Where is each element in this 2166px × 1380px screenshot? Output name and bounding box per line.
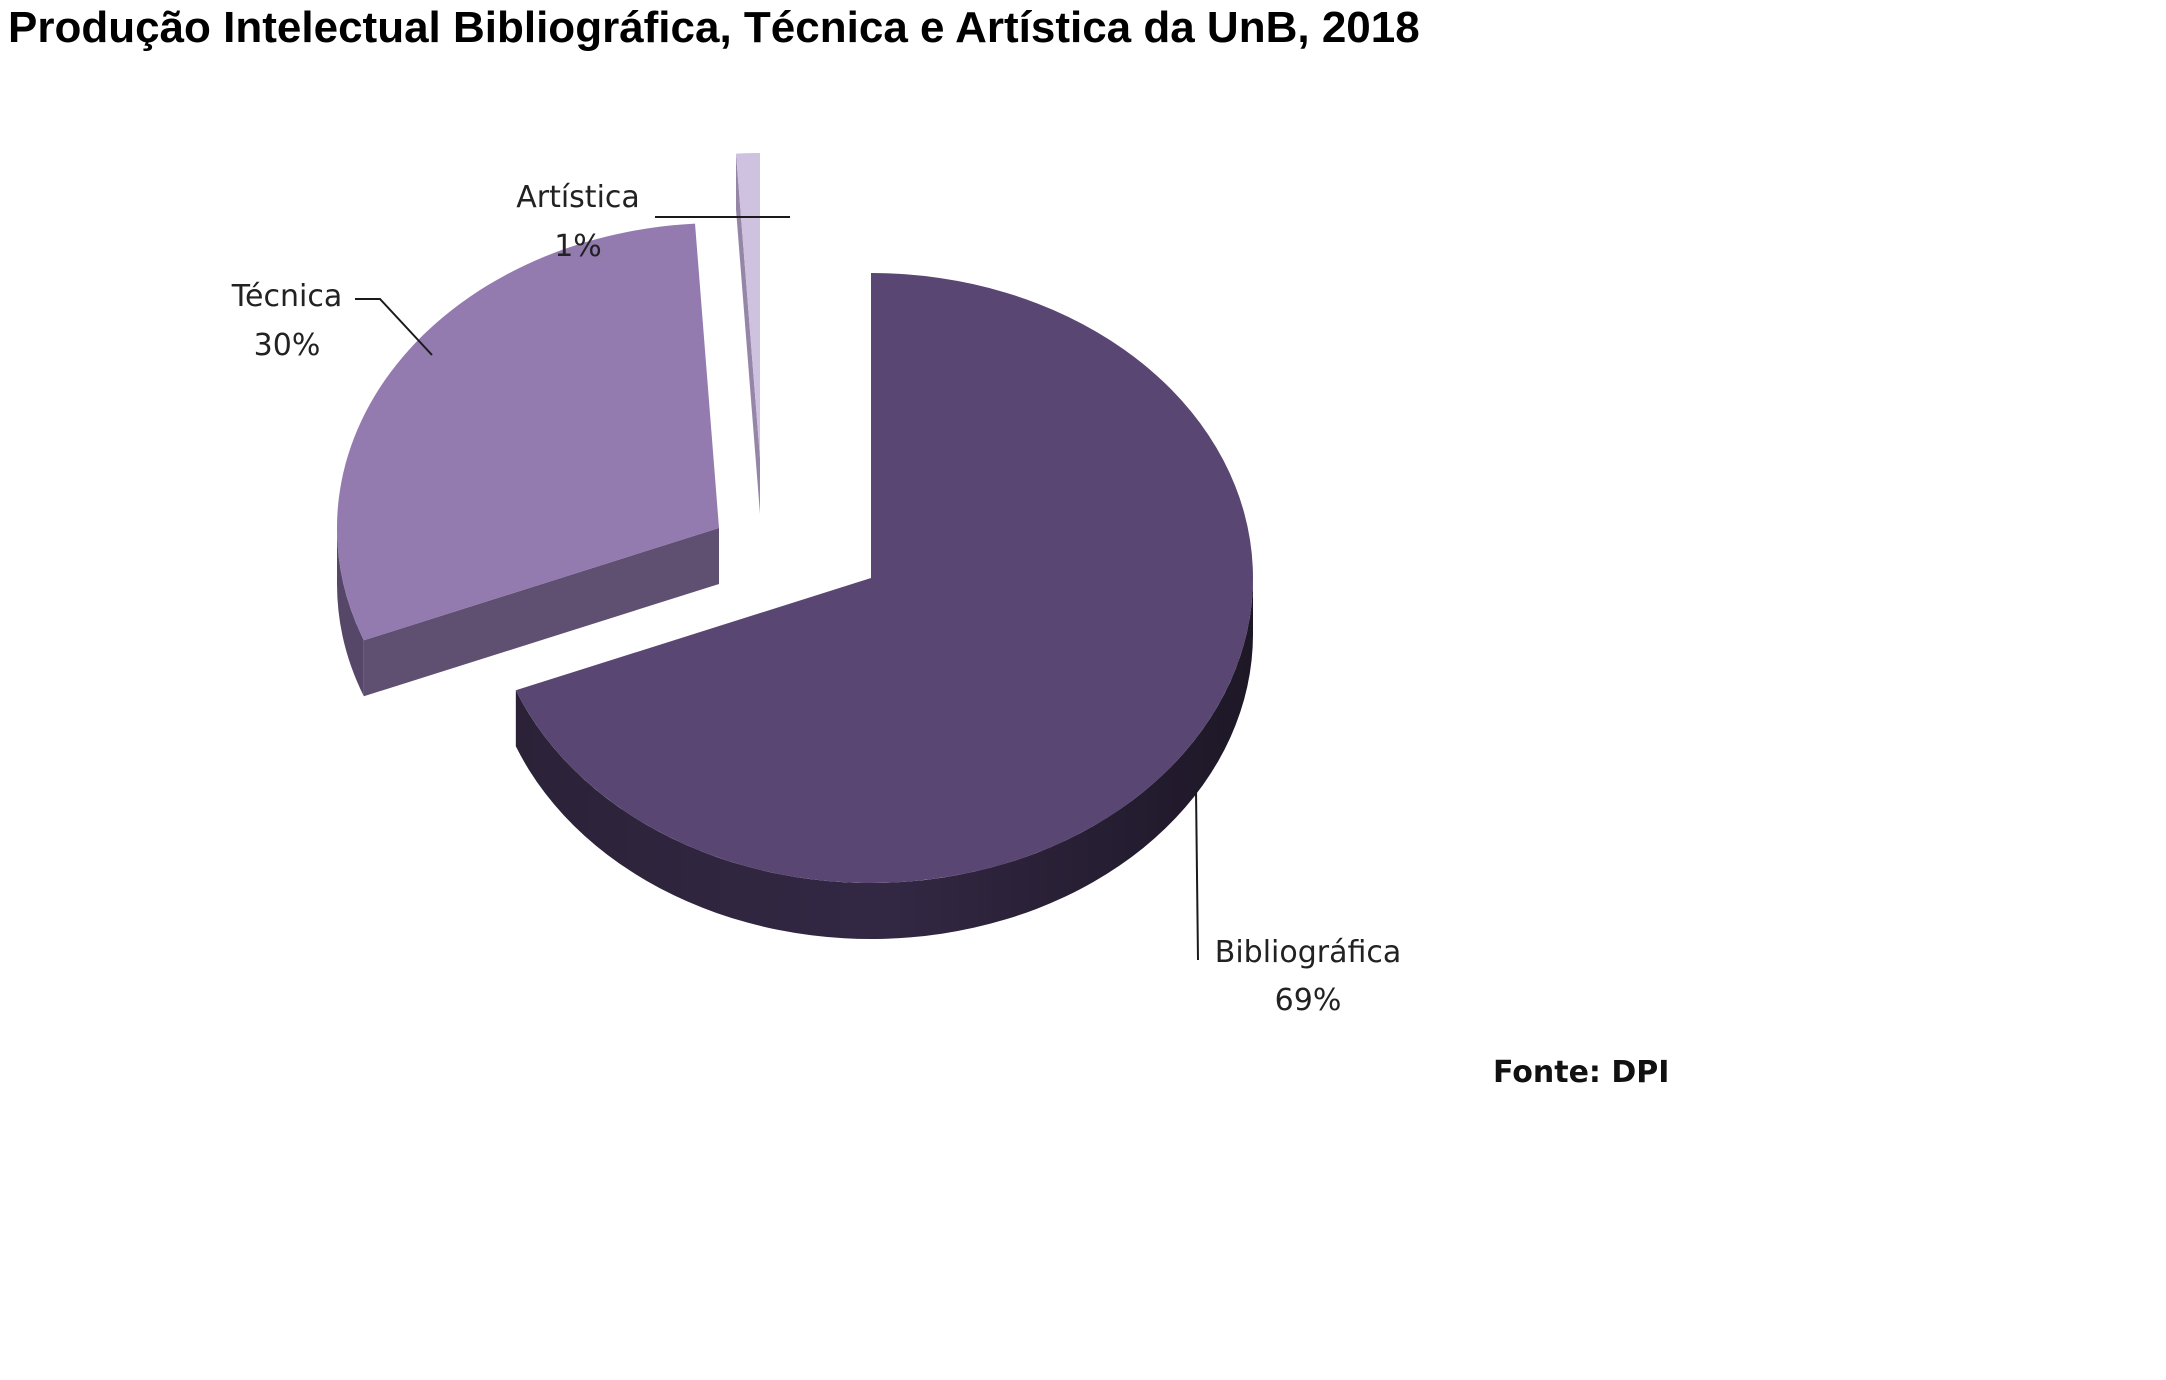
- slice-label-técnica: Técnica: [231, 279, 342, 314]
- slice-labels: Bibliográfica 69% Técnica 30% Artística 1%: [231, 180, 1401, 1018]
- slice-técnica: [336, 223, 719, 641]
- slice-side-técnica: [337, 528, 364, 697]
- chart-title: Produção Intelectual Bibliográfica, Técn…: [8, 3, 1420, 52]
- slice-wall-técnica: [363, 528, 719, 697]
- leader-técnica: [355, 298, 433, 356]
- pie-side-walls: [337, 153, 1253, 940]
- leader-lines: [355, 216, 1199, 961]
- slice-value-técnica: 30%: [254, 328, 321, 363]
- slice-label-artística: Artística: [516, 180, 640, 215]
- source-note: Fonte: DPI: [1493, 1055, 1669, 1090]
- slice-value-artística: 1%: [554, 229, 602, 264]
- slice-label-bibliográfica: Bibliográfica: [1215, 935, 1402, 970]
- slice-wall-artística: [736, 153, 760, 514]
- slice-value-bibliográfica: 69%: [1275, 983, 1342, 1018]
- slice-artística: [736, 153, 760, 458]
- slice-side-bibliográfica: [515, 578, 1253, 940]
- pie-slices: [336, 153, 1253, 883]
- leader-bibliográfica: [1195, 789, 1199, 961]
- slice-bibliográfica: [515, 273, 1253, 883]
